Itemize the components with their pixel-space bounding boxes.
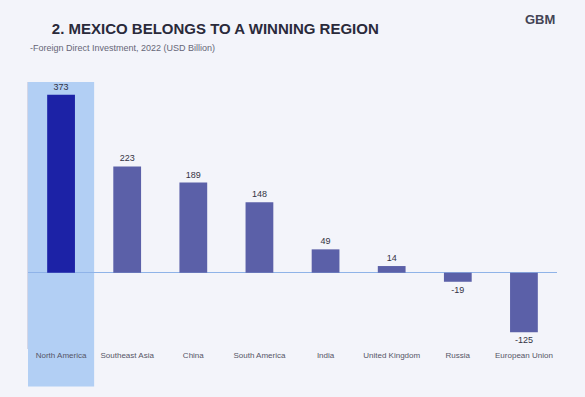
svg-text:Southeast Asia: Southeast Asia (101, 351, 155, 360)
svg-text:14: 14 (387, 253, 397, 263)
svg-text:2. MEXICO BELONGS TO A WINNING: 2. MEXICO BELONGS TO A WINNING REGION (52, 20, 379, 37)
svg-text:-125: -125 (515, 335, 533, 345)
svg-text:Russia: Russia (446, 351, 471, 360)
svg-text:GBM: GBM (525, 12, 555, 27)
svg-text:-19: -19 (451, 285, 464, 295)
svg-text:China: China (183, 351, 204, 360)
svg-text:373: 373 (54, 82, 69, 92)
svg-text:North America: North America (36, 351, 87, 360)
svg-text:148: 148 (252, 189, 267, 199)
svg-text:223: 223 (120, 153, 135, 163)
svg-text:South America: South America (233, 351, 286, 360)
svg-text:49: 49 (321, 236, 331, 246)
svg-text:United Kingdom: United Kingdom (363, 351, 420, 360)
svg-text:India: India (317, 351, 335, 360)
svg-text:-Foreign Direct Investment, 20: -Foreign Direct Investment, 2022 (USD Bi… (30, 43, 215, 53)
svg-text:European Union: European Union (495, 351, 553, 360)
svg-text:189: 189 (186, 170, 201, 180)
